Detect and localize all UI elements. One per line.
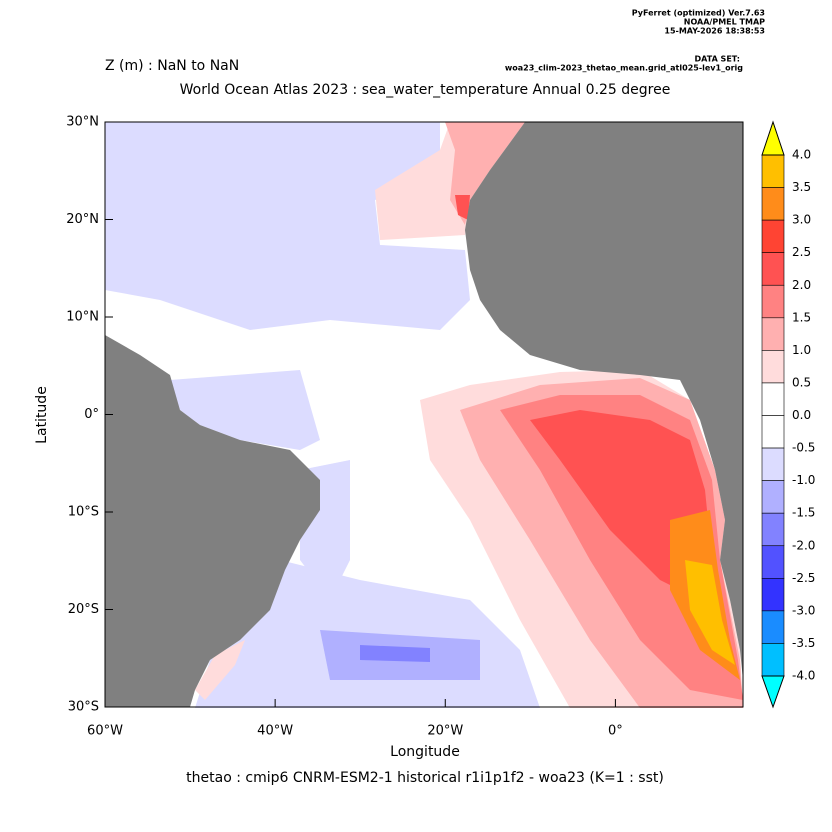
colorbar-label: 3.0 <box>792 213 811 227</box>
colorbar-swatch <box>761 187 785 221</box>
colorbar-label: 0.5 <box>792 375 811 389</box>
field-region <box>455 195 470 220</box>
colorbar-swatch <box>761 382 785 416</box>
dataset-label: DATA SET: <box>695 55 740 64</box>
colorbar-swatch <box>761 219 785 253</box>
field-region <box>195 640 245 700</box>
land <box>105 335 320 707</box>
field-region <box>105 122 470 330</box>
colorbar-label: -2.0 <box>792 538 815 552</box>
colorbar-label: -1.5 <box>792 506 815 520</box>
colorbar-label: 0.0 <box>792 408 811 422</box>
colorbar-label: 1.5 <box>792 310 811 324</box>
x-tick-label: 20°W <box>427 724 463 739</box>
y-axis-label: Latitude <box>34 386 50 444</box>
x-axis-label: Longitude <box>390 744 460 760</box>
land <box>465 122 743 680</box>
header-line: NOAA/PMEL TMAP <box>684 18 765 27</box>
chart-title: World Ocean Atlas 2023 : sea_water_tempe… <box>180 82 671 98</box>
colorbar-label: -3.0 <box>792 603 815 617</box>
colorbar-swatch <box>761 447 785 481</box>
x-tick-label: 60°W <box>87 724 123 739</box>
colorbar-over <box>761 120 785 156</box>
y-tick-label: 20°N <box>66 212 99 227</box>
colorbar-label: 2.5 <box>792 245 811 259</box>
dataset: woa23_clim-2023_thetao_mean.grid_atl025-… <box>505 64 743 73</box>
colorbar-swatch <box>761 512 785 547</box>
colorbar-swatch <box>761 480 785 514</box>
colorbar-label: 4.0 <box>792 148 811 162</box>
colorbar-swatch <box>761 350 785 384</box>
colorbar-swatch <box>761 643 785 677</box>
y-tick-label: 30°N <box>66 115 99 130</box>
colorbar-swatch <box>761 578 785 612</box>
header-line: PyFerret (optimized) Ver.7.63 <box>632 9 765 18</box>
field-region <box>530 410 712 600</box>
field-region <box>685 560 735 665</box>
y-tick-label: 10°N <box>66 310 99 325</box>
colorbar-label: 2.0 <box>792 278 811 292</box>
x-tick-label: 40°W <box>257 724 293 739</box>
colorbar-under <box>761 675 785 709</box>
subtitle: Z (m) : NaN to NaN <box>105 58 239 74</box>
colorbar-label: -2.5 <box>792 571 815 585</box>
colorbar-swatch <box>761 610 785 644</box>
field-region <box>360 645 430 662</box>
colorbar-label: 1.0 <box>792 343 811 357</box>
colorbar-swatch <box>761 252 785 286</box>
colorbar-swatch <box>761 317 785 351</box>
field-region <box>170 370 320 450</box>
colorbar-swatch <box>761 154 785 188</box>
y-tick-label: 30°S <box>68 700 99 715</box>
colorbar-swatch <box>761 545 785 579</box>
colorbar-swatch <box>761 415 785 449</box>
colorbar-label: -0.5 <box>792 441 815 455</box>
x-tick-label: 0° <box>608 724 623 739</box>
y-tick-label: 20°S <box>68 602 99 617</box>
colorbar-label: -1.0 <box>792 473 815 487</box>
header-line: 15-MAY-2026 18:38:53 <box>664 27 765 36</box>
y-tick-label: 0° <box>84 407 99 422</box>
colorbar-label: 3.5 <box>792 180 811 194</box>
colorbar-label: -4.0 <box>792 669 815 683</box>
colorbar-label: -3.5 <box>792 636 815 650</box>
colorbar-swatch <box>761 284 785 319</box>
caption: thetao : cmip6 CNRM-ESM2-1 historical r1… <box>186 770 664 786</box>
y-tick-label: 10°S <box>68 505 99 520</box>
